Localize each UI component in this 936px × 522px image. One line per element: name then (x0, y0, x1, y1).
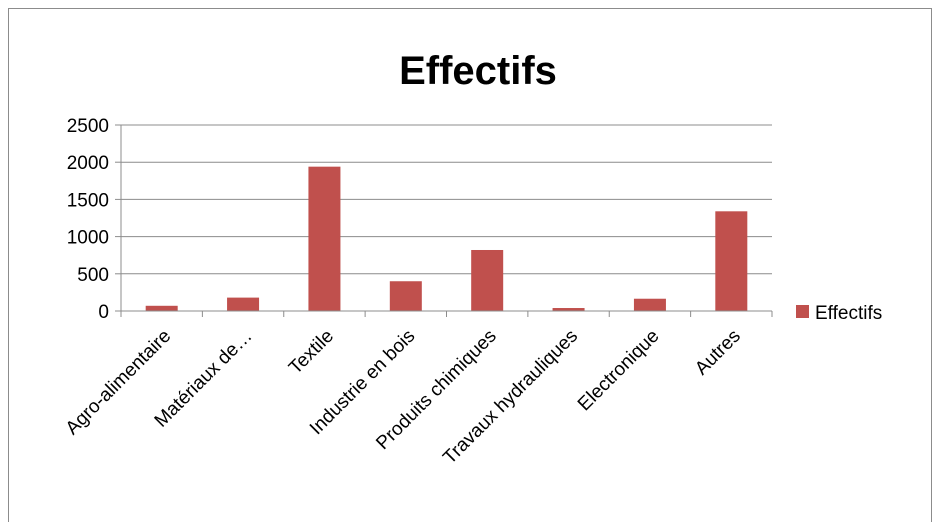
y-axis-tick-labels: 0 500 1000 1500 2000 2500 (67, 116, 109, 323)
y-tick-label: 500 (77, 265, 109, 286)
legend: Effectifs (796, 303, 882, 324)
gridlines (121, 124, 772, 275)
bar-5 (471, 249, 504, 311)
y-tick-label: 1000 (67, 228, 109, 249)
x-tick-label: Electronique (574, 326, 664, 416)
x-tick-label: Autres (691, 326, 745, 380)
axes (115, 124, 773, 317)
y-tick-label: 2500 (67, 116, 109, 137)
bar-4 (389, 281, 422, 311)
legend-label: Effectifs (815, 303, 882, 324)
bars (145, 166, 748, 311)
bar-2 (227, 297, 260, 311)
x-tick-label: Travaux hydrauliques (439, 326, 582, 469)
bar-1 (145, 305, 178, 311)
bar-6 (552, 308, 585, 311)
legend-swatch (796, 305, 809, 318)
y-tick-label: 0 (98, 302, 109, 323)
chart-title: Effectifs (399, 49, 557, 93)
bar-7 (633, 298, 666, 311)
x-tick-label: Textile (285, 326, 338, 379)
bar-3 (308, 166, 341, 311)
chart-area (8, 8, 932, 522)
y-tick-label: 1500 (67, 190, 109, 211)
bar-8 (715, 211, 748, 311)
y-tick-label: 2000 (67, 153, 109, 174)
